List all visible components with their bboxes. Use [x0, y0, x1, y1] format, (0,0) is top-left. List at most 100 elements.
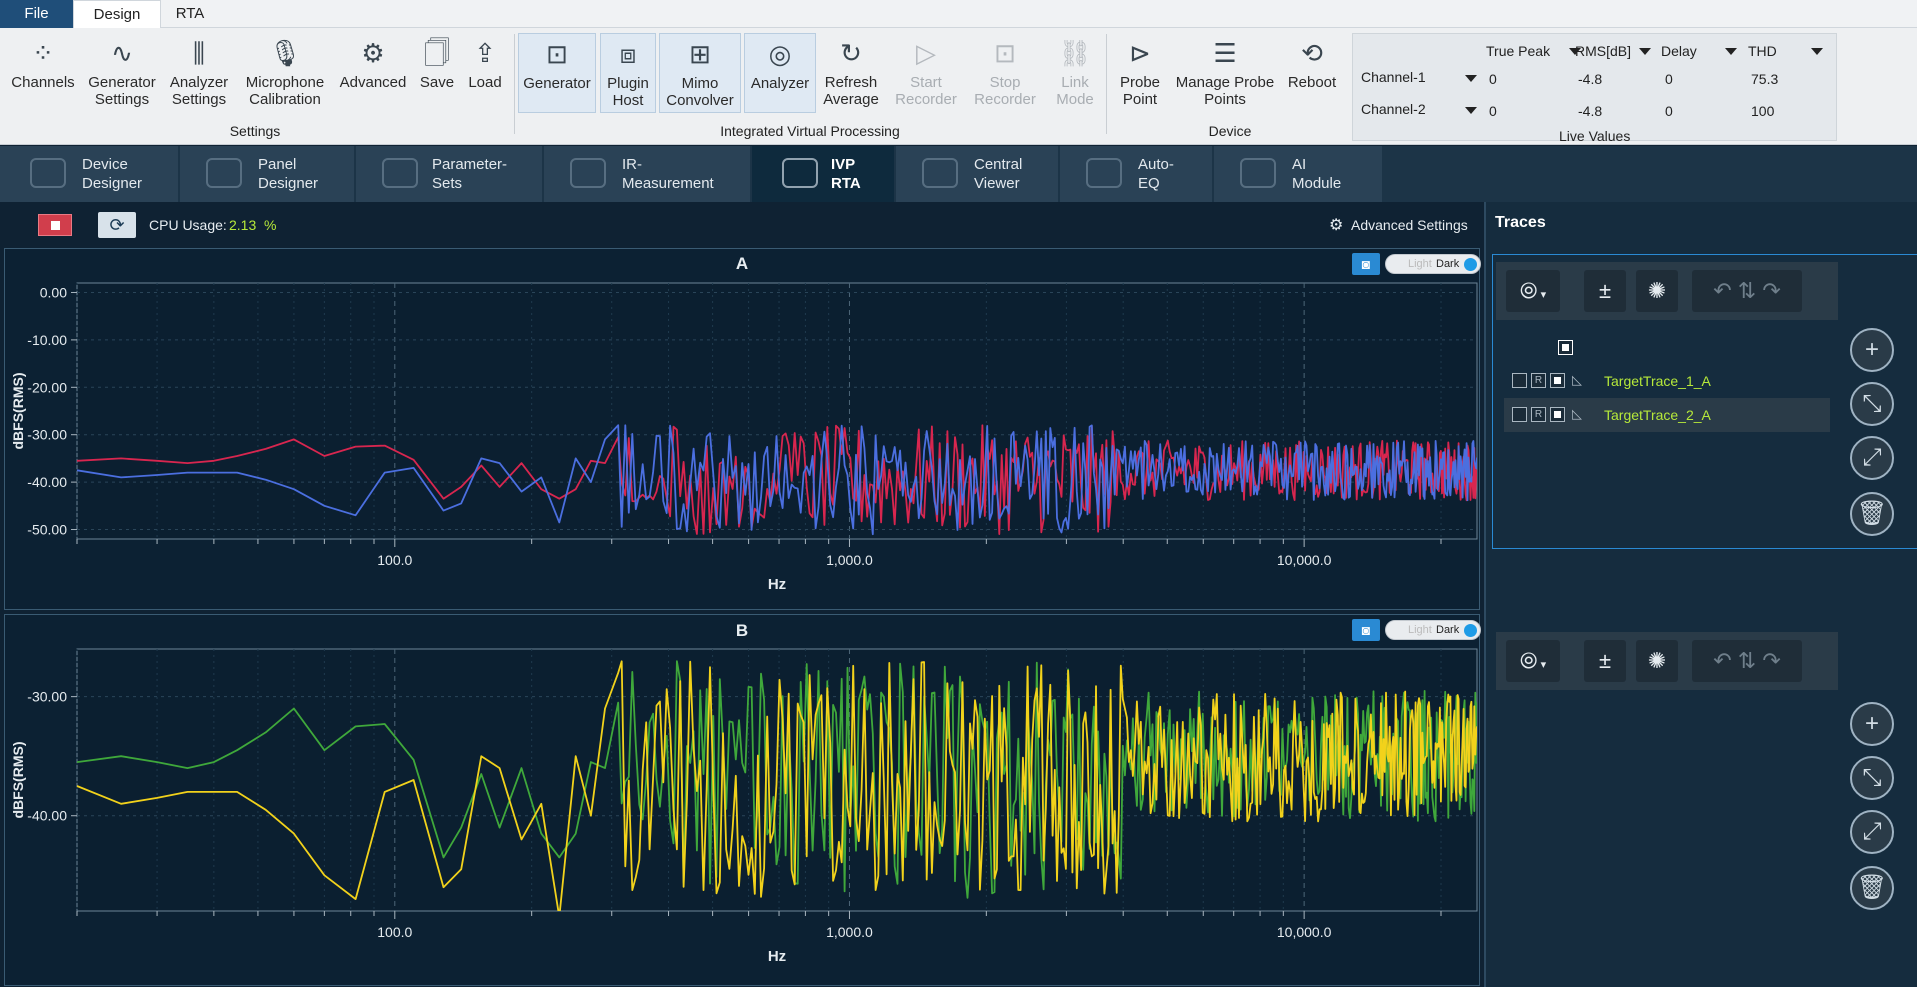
advanced-button[interactable]: ⚙ Advanced [336, 38, 410, 91]
reference-toggle[interactable]: R [1531, 407, 1546, 422]
lock-icon[interactable] [1512, 407, 1527, 422]
generator-icon: ⊡ [546, 39, 568, 69]
series-line-2 [77, 424, 1477, 536]
autoscale-button[interactable]: ⦾ ▾ [1506, 270, 1560, 312]
cpu-usage-value: 2.13 [229, 217, 257, 233]
channels-button[interactable]: ⁘ Channels [8, 38, 78, 91]
math-icon: ± [1598, 278, 1612, 303]
status-bar: ⟳ CPU Usage: 2.13 % ⚙ Advanced Settings [0, 202, 1482, 246]
visible-checkbox[interactable] [1550, 373, 1565, 388]
stop-recorder-button[interactable]: ⊡ Stop Recorder [966, 38, 1044, 108]
chart-b-svg[interactable]: 100.0 1,000.0 10,000.0 -30.00 -40.00 Hz dBFS(R… [5, 645, 1479, 985]
stop-button[interactable] [38, 214, 72, 236]
add-trace-button[interactable]: + [1850, 328, 1894, 372]
trace-style-icon: ◺ [1572, 406, 1582, 421]
camera-icon: ◙ [1361, 256, 1371, 272]
chevron-down-icon[interactable] [1569, 48, 1581, 55]
analyzer-toggle-button[interactable]: ◎ Analyzer [744, 33, 816, 113]
tab-rta[interactable]: RTA [175, 5, 205, 22]
col-delay: Delay [1661, 43, 1697, 59]
tab-ai-module[interactable]: AI Module [1214, 146, 1382, 202]
refresh-button[interactable]: ⟳ [98, 212, 136, 238]
tab-parameter-sets[interactable]: Parameter- Sets [356, 146, 542, 202]
col-thd: THD [1748, 43, 1777, 59]
chevron-down-icon[interactable] [1811, 48, 1823, 55]
cpu-usage-label: CPU Usage: [149, 217, 227, 233]
y-tick-label: -40.00 [27, 808, 67, 824]
trace-row-2[interactable]: R ◺ TargetTrace_2_A [1504, 398, 1830, 432]
save-icon: 🗍 [424, 38, 450, 68]
plugin-host-button[interactable]: ⧈ Plugin Host [600, 33, 656, 113]
channel-2-true-peak: 0 [1489, 103, 1497, 119]
refresh-icon: ↻ [840, 38, 862, 68]
export-trace-button[interactable]: ⤢ [1850, 436, 1894, 480]
screenshot-button[interactable]: ◙ [1352, 619, 1380, 641]
edit-trace-button[interactable]: ⤡ [1850, 382, 1894, 426]
trace-row-1[interactable]: R ◺ TargetTrace_1_A [1504, 364, 1830, 398]
smoothing-icon: ✺ [1647, 648, 1667, 673]
generator-settings-button[interactable]: ∿ Generator Settings [82, 38, 162, 108]
chevron-down-icon[interactable] [1725, 48, 1737, 55]
start-recorder-button[interactable]: ▷ Start Recorder [890, 38, 962, 108]
smoothing-icon: ✺ [1647, 278, 1667, 303]
generator-toggle-button[interactable]: ⊡ Generator [518, 33, 596, 113]
link-mode-button[interactable]: ⛓ Link Mode [1048, 38, 1102, 108]
edit-icon: ⤡ [1862, 390, 1882, 417]
manage-probe-points-button[interactable]: ☰ Manage Probe Points [1172, 38, 1278, 108]
tab-file[interactable]: File [0, 0, 73, 28]
smoothing-button[interactable]: ✺ [1636, 640, 1678, 682]
probe-point-button[interactable]: ⊳ Probe Point [1110, 38, 1170, 108]
x-tick-label: 100.0 [377, 552, 412, 568]
screenshot-button[interactable]: ◙ [1352, 253, 1380, 275]
theme-toggle[interactable]: Light Dark [1385, 254, 1481, 274]
mimo-convolver-button[interactable]: ⊞ Mimo Convolver [659, 33, 741, 113]
microphone-calibration-button[interactable]: 🎙︎ Microphone Calibration [238, 38, 332, 108]
smoothing-button[interactable]: ✺ [1636, 270, 1678, 312]
y-axis-label: dBFS(RMS) [10, 742, 26, 819]
live-values-panel: True Peak RMS[dB] Delay THD Channel-1 0 … [1352, 33, 1837, 144]
select-all-checkbox[interactable] [1558, 340, 1573, 355]
autoscale-button[interactable]: ⦾ ▾ [1506, 640, 1560, 682]
channel-2-thd: 100 [1751, 103, 1775, 119]
load-button[interactable]: ⇪ Load [462, 38, 508, 91]
advanced-settings-link[interactable]: Advanced Settings [1351, 217, 1468, 233]
math-button[interactable]: ± [1584, 270, 1626, 312]
undo-redo-button[interactable]: ↶ ⇅ ↷ [1692, 640, 1802, 682]
settings-group-label: Settings [229, 123, 281, 139]
add-trace-button[interactable]: + [1850, 702, 1894, 746]
export-trace-button[interactable]: ⤢ [1850, 810, 1894, 854]
tab-ir-measurement[interactable]: IR- Measurement [544, 146, 750, 202]
analyzer-settings-icon: ⫼ [193, 38, 205, 68]
y-tick-label: -30.00 [27, 689, 67, 705]
chevron-down-icon[interactable] [1639, 48, 1651, 55]
chevron-down-icon[interactable] [1465, 107, 1477, 114]
visible-checkbox[interactable] [1550, 407, 1565, 422]
tab-design[interactable]: Design [73, 0, 161, 28]
cpu-usage-unit: % [264, 217, 277, 233]
trace-toolbar-b: ⦾ ▾ ± ✺ ↶ ⇅ ↷ [1496, 632, 1838, 690]
tab-device-designer[interactable]: Device Designer [0, 146, 178, 202]
edit-trace-button[interactable]: ⤡ [1850, 756, 1894, 800]
reference-toggle[interactable]: R [1531, 373, 1546, 388]
analyzer-settings-button[interactable]: ⫼ Analyzer Settings [166, 38, 232, 108]
reboot-button[interactable]: ⟲ Reboot [1282, 38, 1342, 91]
theme-toggle[interactable]: Light Dark [1385, 620, 1481, 640]
undo-redo-button[interactable]: ↶ ⇅ ↷ [1692, 270, 1802, 312]
gear-icon: ⚙ [361, 38, 385, 68]
parameter-sets-icon [382, 158, 418, 188]
chevron-down-icon[interactable] [1465, 75, 1477, 82]
refresh-icon: ⟳ [109, 215, 125, 235]
refresh-average-button[interactable]: ↻ Refresh Average [818, 38, 884, 108]
y-tick-label: -20.00 [27, 379, 67, 395]
lock-icon[interactable] [1512, 373, 1527, 388]
tab-ivp-rta[interactable]: IVP RTA [752, 146, 894, 202]
chart-a-svg[interactable]: 100.0 1,000.0 10,000.0 0.00 -10.00 -20.00 -30.… [5, 279, 1479, 609]
delete-trace-button[interactable]: 🗑︎ [1850, 492, 1894, 536]
delete-trace-button[interactable]: 🗑︎ [1850, 866, 1894, 910]
trace-style-icon: ◺ [1572, 372, 1582, 387]
tab-panel-designer[interactable]: Panel Designer [180, 146, 354, 202]
math-button[interactable]: ± [1584, 640, 1626, 682]
tab-central-viewer[interactable]: Central Viewer [896, 146, 1058, 202]
save-button[interactable]: 🗍 Save [414, 38, 460, 91]
tab-auto-eq[interactable]: Auto- EQ [1060, 146, 1212, 202]
